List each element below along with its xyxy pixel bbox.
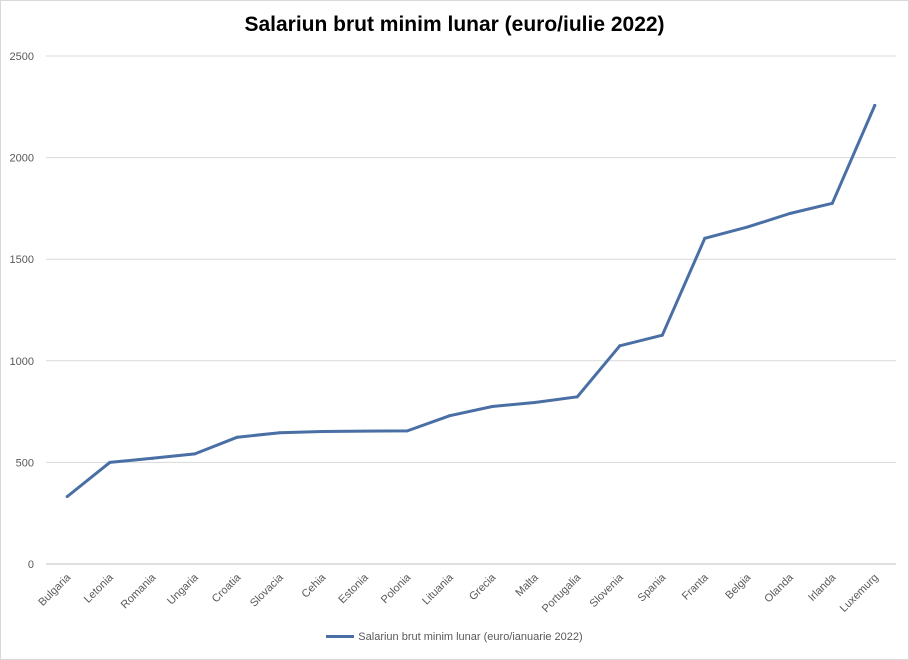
data-point	[448, 414, 452, 418]
gridlines	[46, 55, 896, 565]
data-point	[703, 236, 707, 240]
data-point	[65, 495, 69, 499]
legend-swatch	[326, 634, 355, 638]
x-tick-label: Cehia	[300, 571, 329, 600]
x-tick-label: Malta	[513, 571, 541, 599]
data-point	[235, 435, 239, 439]
data-point	[320, 430, 324, 434]
data-point	[788, 211, 792, 215]
x-tick-label: Romania	[119, 571, 159, 611]
x-tick-label: Belgia	[723, 571, 754, 602]
data-point	[575, 395, 579, 399]
series-line	[65, 103, 877, 498]
data-point	[660, 333, 664, 337]
data-point	[278, 431, 282, 435]
data-point	[363, 429, 367, 433]
x-tick-label: Franta	[680, 571, 712, 603]
chart-title: Salariun brut minim lunar (euro/iulie 20…	[244, 13, 665, 36]
y-tick-label: 1500	[10, 254, 34, 266]
y-axis-ticks: 0 500 1000 1500 2000 2500	[10, 51, 34, 571]
data-point	[108, 460, 112, 464]
x-tick-label: Slovenia	[588, 571, 627, 610]
legend: Salariun brut minim lunar (euro/ianuarie…	[1, 631, 908, 643]
data-point	[745, 225, 749, 229]
data-point	[150, 456, 154, 460]
data-point	[618, 344, 622, 348]
data-point	[490, 405, 494, 409]
x-tick-label: Spania	[636, 571, 669, 604]
x-tick-label: Estonia	[336, 571, 371, 606]
y-tick-label: 500	[16, 457, 34, 469]
x-tick-label: Olanda	[762, 571, 796, 605]
data-point	[405, 429, 409, 433]
series-layer	[65, 103, 877, 499]
data-point	[533, 400, 537, 404]
x-tick-label: Irlanda	[806, 571, 839, 604]
data-point	[830, 201, 834, 205]
x-tick-label: Bulgaria	[36, 571, 74, 609]
data-point	[873, 103, 877, 107]
data-point	[193, 452, 197, 456]
x-tick-label: Slovacia	[248, 571, 287, 610]
x-tick-label: Luxemurg	[838, 572, 881, 615]
y-tick-label: 0	[28, 559, 34, 571]
x-tick-label: Polonia	[379, 571, 414, 606]
x-tick-label: Portugalia	[540, 571, 584, 615]
x-tick-label: Ungaria	[165, 571, 201, 607]
x-tick-label: Lituania	[420, 571, 456, 607]
y-tick-label: 1000	[10, 356, 34, 368]
x-tick-label: Croatia	[210, 571, 244, 605]
legend-label: Salariun brut minim lunar (euro/ianuarie…	[358, 631, 583, 643]
x-tick-label: Letonia	[82, 571, 117, 606]
y-tick-label: 2000	[10, 153, 34, 165]
x-axis-ticks: Bulgaria Letonia Romania Ungaria Croatia Slov…	[36, 571, 881, 615]
y-tick-label: 2500	[10, 51, 34, 63]
x-tick-label: Grecia	[467, 571, 499, 603]
